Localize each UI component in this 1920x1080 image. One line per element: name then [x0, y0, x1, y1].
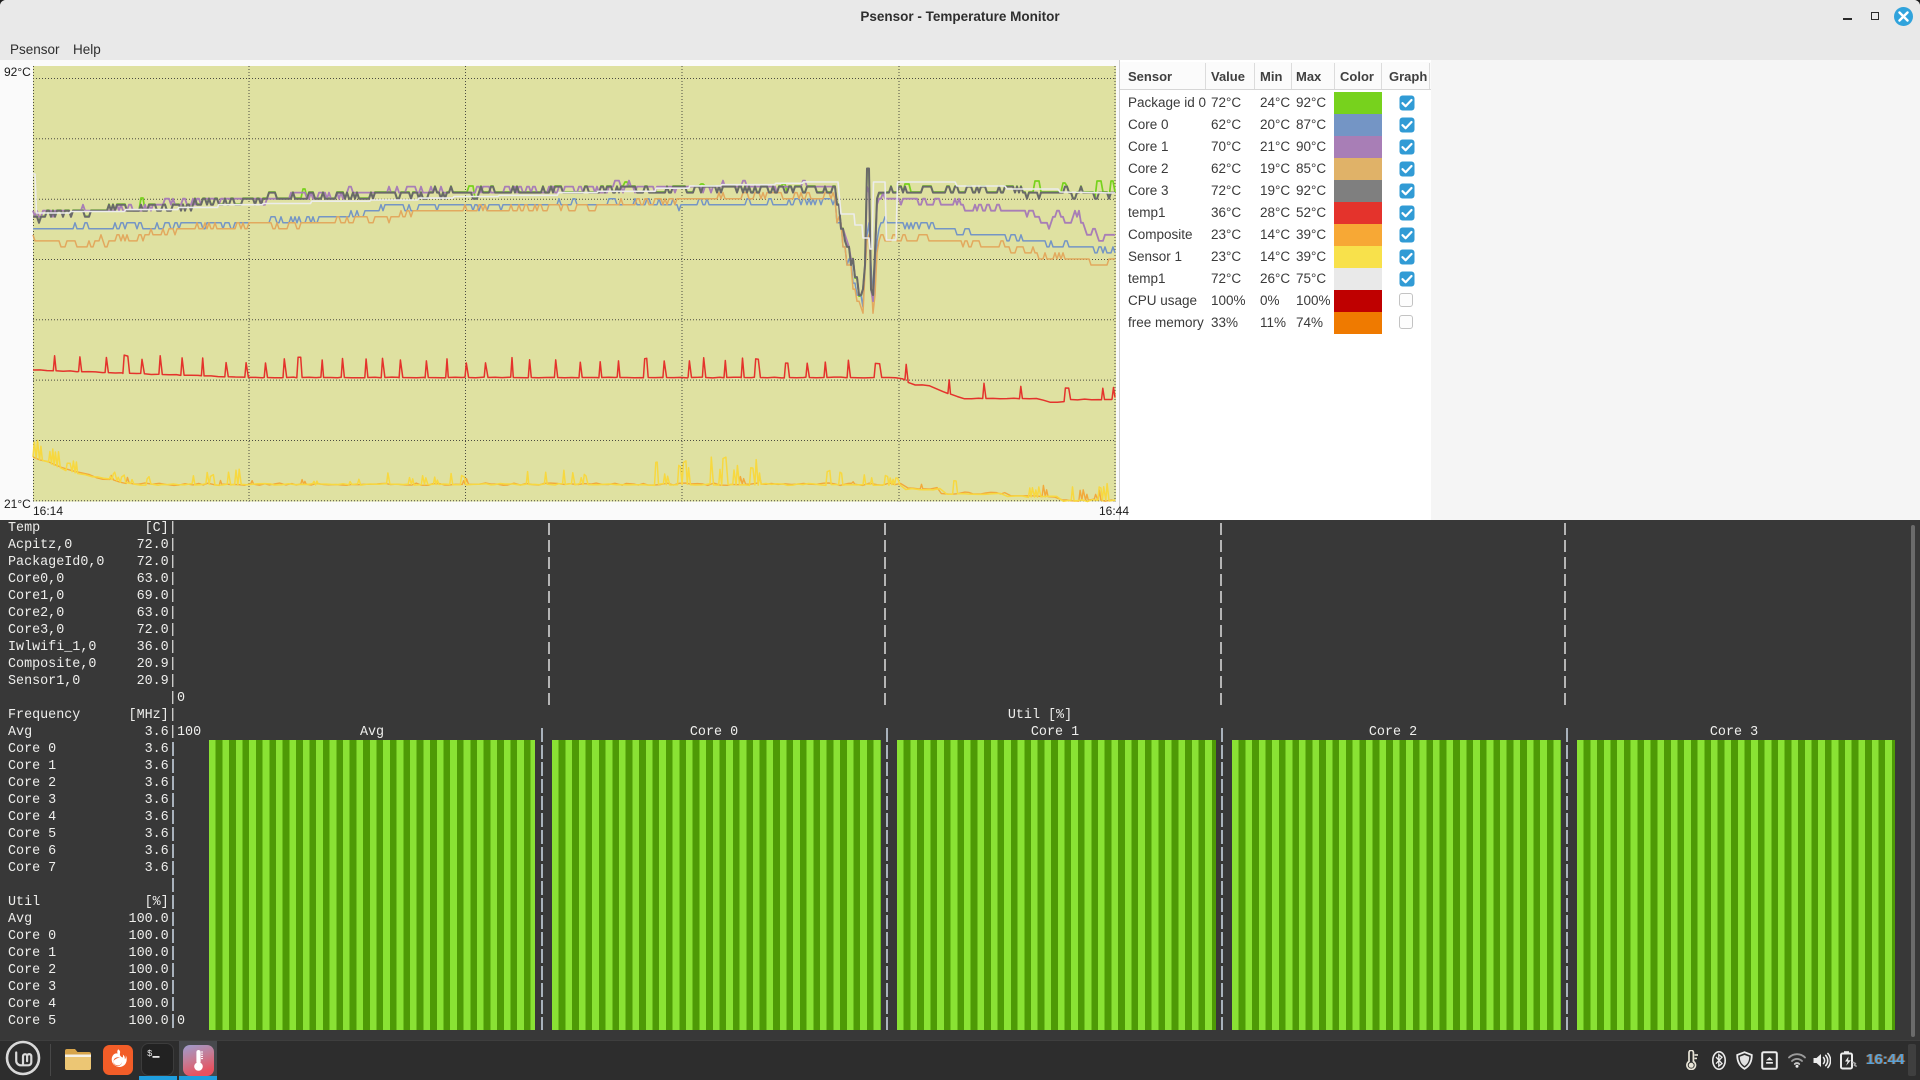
svg-text:$: $: [147, 1049, 153, 1059]
